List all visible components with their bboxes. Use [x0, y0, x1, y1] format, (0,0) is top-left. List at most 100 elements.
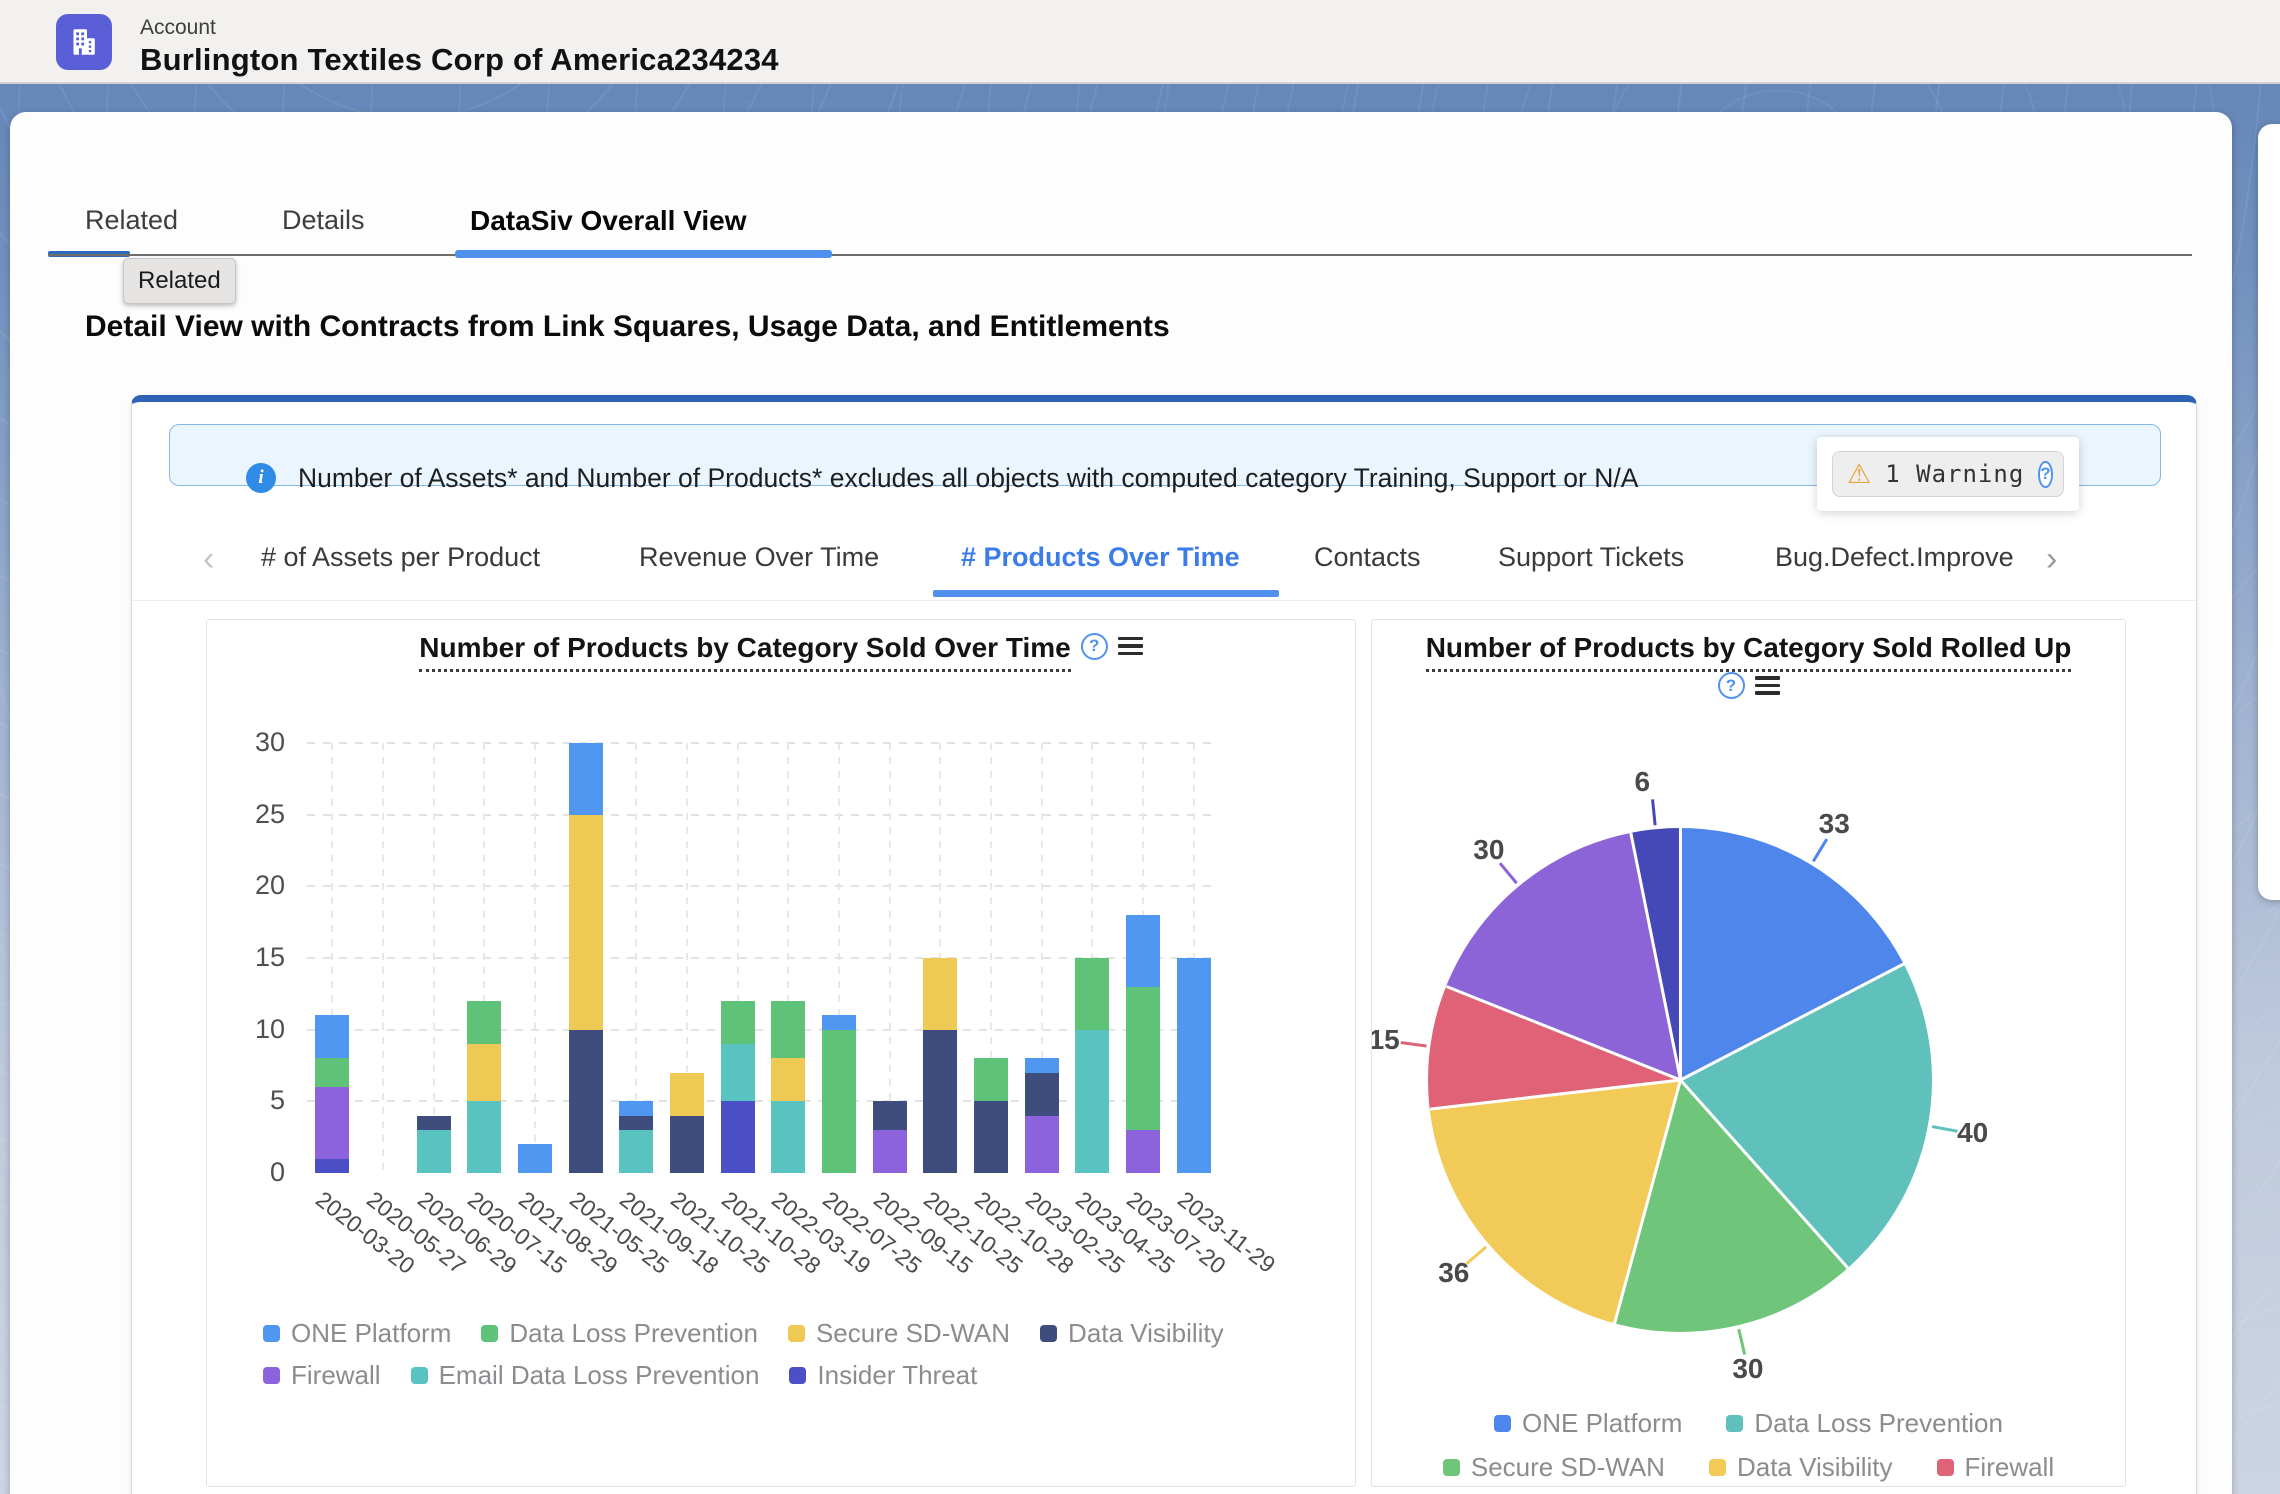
bar-segment-data-visibility[interactable]	[923, 1029, 958, 1173]
chart-tab-bar-border	[132, 600, 2196, 601]
bar-segment-firewall[interactable]	[872, 1130, 907, 1173]
chart-tab--products-over-time[interactable]: # Products Over Time	[961, 542, 1240, 572]
bar-gridline-v	[838, 743, 840, 1173]
warning-help-icon[interactable]: ?	[2038, 460, 2053, 488]
bar-gridline-v	[736, 743, 739, 1173]
bar-segment-email-data-loss-prevention[interactable]	[416, 1130, 451, 1173]
pie-chart-title: Number of Products by Category Sold Roll…	[1425, 632, 2072, 672]
bar-segment-one-platform[interactable]	[619, 1101, 654, 1116]
bar-gridline-v	[635, 743, 638, 1173]
pie-label-leader-line	[1931, 1125, 1958, 1133]
bar-segment-secure-sd-wan[interactable]	[670, 1072, 704, 1116]
info-banner-text: Number of Assets* and Number of Products…	[298, 463, 1639, 493]
bar-segment-data-visibility[interactable]	[416, 1115, 451, 1130]
legend-label: Firewall	[1964, 1452, 2055, 1482]
tab-datasiv-overall-view[interactable]: DataSiv Overall View	[470, 205, 747, 236]
tab-related[interactable]: Related	[85, 205, 179, 235]
bar-segment-firewall[interactable]	[315, 1087, 350, 1159]
legend-swatch	[263, 1325, 280, 1342]
pie-chart-help-icon[interactable]: ?	[1717, 672, 1745, 699]
bar-segment-one-platform[interactable]	[1176, 958, 1211, 1173]
chart-tab-revenue-over-time[interactable]: Revenue Over Time	[639, 542, 880, 572]
bar-segment-data-visibility[interactable]	[1024, 1072, 1059, 1116]
legend-label: Secure SD-WAN	[815, 1318, 1011, 1348]
chart-tab-support-tickets[interactable]: Support Tickets	[1498, 542, 1685, 572]
legend-item[interactable]: Firewall	[263, 1360, 381, 1391]
legend-item[interactable]: Firewall	[1936, 1452, 2055, 1483]
bar-segment-one-platform[interactable]	[822, 1015, 856, 1030]
legend-item[interactable]: Data Visibility	[1040, 1318, 1224, 1349]
bar-y-tick-label: 10	[254, 1013, 285, 1044]
bar-segment-data-visibility[interactable]	[872, 1101, 907, 1130]
bar-segment-data-loss-prevention[interactable]	[1075, 958, 1110, 1030]
chart-tab--of-assets-per-product[interactable]: # of Assets per Product	[261, 542, 541, 572]
bar-segment-insider-threat[interactable]	[315, 1158, 350, 1173]
bar-segment-firewall[interactable]	[1024, 1115, 1059, 1173]
bar-segment-secure-sd-wan[interactable]	[923, 958, 958, 1030]
bar-segment-email-data-loss-prevention[interactable]	[467, 1101, 502, 1173]
bar-y-tick-label: 20	[254, 870, 285, 901]
legend-item[interactable]: Secure SD-WAN	[1442, 1452, 1665, 1483]
bar-segment-email-data-loss-prevention[interactable]	[771, 1101, 806, 1173]
pie-slice-separator	[1678, 828, 1682, 1080]
legend-label: Data Visibility	[1068, 1318, 1224, 1348]
bar-gridline-v	[787, 743, 790, 1173]
legend-item[interactable]: Insider Threat	[789, 1360, 977, 1391]
warning-chip[interactable]: ⚠ 1 Warning ?	[1832, 451, 2064, 497]
bar-segment-one-platform[interactable]	[1024, 1058, 1059, 1073]
bar-segment-one-platform[interactable]	[315, 1015, 350, 1059]
bar-segment-data-visibility[interactable]	[670, 1115, 704, 1173]
bar-segment-one-platform[interactable]	[568, 743, 603, 815]
bar-chart-menu-icon[interactable]	[1117, 633, 1143, 660]
bar-segment-data-loss-prevention[interactable]	[822, 1029, 856, 1173]
chart-tab-contacts[interactable]: Contacts	[1314, 542, 1421, 572]
legend-item[interactable]: Data Loss Prevention	[481, 1318, 758, 1349]
legend-label: Data Visibility	[1736, 1452, 1893, 1482]
chart-tabs-scroll-left-icon[interactable]: ‹	[203, 540, 215, 578]
bar-segment-firewall[interactable]	[1126, 1130, 1160, 1173]
tab-details[interactable]: Details	[282, 205, 365, 235]
legend-swatch	[787, 1325, 805, 1342]
bar-segment-data-loss-prevention[interactable]	[720, 1001, 755, 1044]
bar-segment-data-loss-prevention[interactable]	[771, 1001, 806, 1059]
bar-segment-email-data-loss-prevention[interactable]	[720, 1044, 755, 1102]
bar-segment-data-visibility[interactable]	[974, 1101, 1008, 1173]
bar-segment-secure-sd-wan[interactable]	[568, 814, 603, 1030]
legend-label: Insider Threat	[817, 1360, 978, 1390]
bar-segment-insider-threat[interactable]	[720, 1101, 755, 1173]
legend-label: Data Loss Prevention	[509, 1318, 758, 1348]
bar-segment-one-platform[interactable]	[1126, 915, 1160, 987]
pie-chart-menu-icon[interactable]	[1754, 672, 1780, 699]
bar-segment-data-loss-prevention[interactable]	[467, 1001, 502, 1044]
info-banner: i Number of Assets* and Number of Produc…	[169, 424, 2161, 493]
pie-value-label: 33	[1818, 808, 1850, 840]
bar-segment-data-loss-prevention[interactable]	[315, 1058, 350, 1087]
bar-segment-email-data-loss-prevention[interactable]	[1075, 1029, 1110, 1173]
bar-chart-help-icon[interactable]: ?	[1080, 632, 1108, 660]
bar-chart-plot-area	[307, 742, 1219, 1173]
bar-segment-email-data-loss-prevention[interactable]	[619, 1130, 654, 1173]
bar-segment-data-loss-prevention[interactable]	[1126, 986, 1160, 1130]
legend-item[interactable]: Data Visibility	[1708, 1452, 1893, 1483]
chart-tabs-scroll-right-icon[interactable]: ›	[2046, 540, 2058, 578]
bar-segment-data-visibility[interactable]	[619, 1115, 654, 1130]
bar-gridline-v	[939, 743, 942, 1173]
pie-label-leader-line	[1650, 799, 1656, 826]
legend-item[interactable]: Email Data Loss Prevention	[410, 1360, 759, 1391]
bar-segment-data-loss-prevention[interactable]	[974, 1058, 1008, 1102]
bar-segment-secure-sd-wan[interactable]	[467, 1044, 502, 1102]
bar-gridline-v	[382, 743, 384, 1173]
legend-label: ONE Platform	[291, 1318, 452, 1348]
chart-tab-bug-defect-improve[interactable]: Bug.Defect.Improve	[1775, 542, 2014, 572]
legend-item[interactable]: ONE Platform	[263, 1318, 451, 1349]
bar-y-tick-label: 5	[269, 1085, 285, 1116]
legend-swatch	[1442, 1459, 1460, 1476]
bar-segment-data-visibility[interactable]	[568, 1029, 603, 1173]
bar-chart-card: Number of Products by Category Sold Over…	[206, 619, 1356, 1487]
bar-y-tick-label: 25	[254, 798, 285, 829]
legend-item[interactable]: ONE Platform	[1494, 1408, 1682, 1439]
legend-item[interactable]: Secure SD-WAN	[787, 1318, 1011, 1349]
bar-segment-secure-sd-wan[interactable]	[771, 1058, 806, 1102]
legend-item[interactable]: Data Loss Prevention	[1726, 1408, 2003, 1439]
bar-segment-one-platform[interactable]	[518, 1144, 552, 1173]
